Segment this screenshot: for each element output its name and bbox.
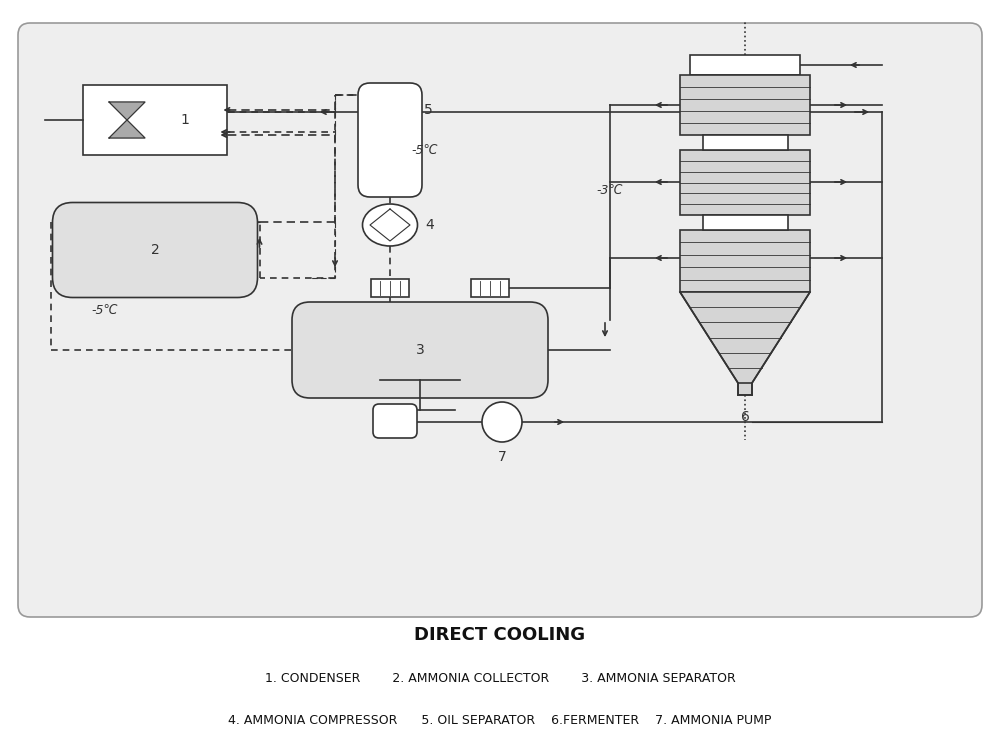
Text: 2: 2 xyxy=(151,243,159,257)
Polygon shape xyxy=(109,102,145,120)
Bar xyxy=(371,279,409,297)
Bar xyxy=(702,135,788,150)
Text: -5℃: -5℃ xyxy=(412,143,438,157)
Text: 4. AMMONIA COMPRESSOR      5. OIL SEPARATOR    6.FERMENTER    7. AMMONIA PUMP: 4. AMMONIA COMPRESSOR 5. OIL SEPARATOR 6… xyxy=(228,713,772,727)
FancyBboxPatch shape xyxy=(292,302,548,398)
Text: 4: 4 xyxy=(426,218,434,232)
FancyBboxPatch shape xyxy=(53,202,258,298)
Bar xyxy=(82,85,227,155)
Text: -3℃: -3℃ xyxy=(597,184,623,196)
Text: 1: 1 xyxy=(181,113,189,127)
Bar xyxy=(680,75,810,135)
Bar xyxy=(702,215,788,230)
Bar xyxy=(471,279,509,297)
Text: 7: 7 xyxy=(498,450,506,464)
Bar xyxy=(680,230,810,292)
Bar xyxy=(680,150,810,215)
FancyBboxPatch shape xyxy=(18,23,982,617)
Polygon shape xyxy=(680,292,810,395)
Circle shape xyxy=(482,402,522,442)
Text: 3: 3 xyxy=(416,343,424,357)
Text: 6: 6 xyxy=(741,410,749,424)
FancyBboxPatch shape xyxy=(373,404,417,438)
Text: DIRECT COOLING: DIRECT COOLING xyxy=(414,626,586,644)
Text: 5: 5 xyxy=(424,103,432,117)
Polygon shape xyxy=(109,120,145,138)
Bar xyxy=(690,55,800,75)
Text: -5℃: -5℃ xyxy=(92,304,118,316)
Text: 1. CONDENSER        2. AMMONIA COLLECTOR        3. AMMONIA SEPARATOR: 1. CONDENSER 2. AMMONIA COLLECTOR 3. AMM… xyxy=(265,671,735,685)
Ellipse shape xyxy=(362,204,418,246)
FancyBboxPatch shape xyxy=(358,83,422,197)
